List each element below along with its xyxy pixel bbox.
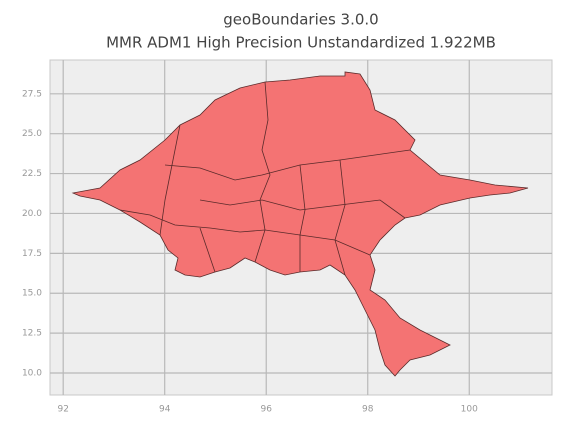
y-tick-label: 10.0 xyxy=(22,368,42,378)
y-tick-label: 25.0 xyxy=(22,129,42,139)
x-tick-label: 98 xyxy=(362,405,374,415)
y-tick-label: 12.5 xyxy=(22,329,42,339)
chart-subtitle: MMR ADM1 High Precision Unstandardized 1… xyxy=(106,34,496,52)
x-tick-label: 92 xyxy=(57,405,68,415)
chart-title: geoBoundaries 3.0.0 xyxy=(223,11,378,29)
y-tick-label: 27.5 xyxy=(22,89,42,99)
axes: 92 94 96 98 100 10.0 12.5 15.0 17.5 20.0 22.5 25.0 2… xyxy=(22,89,478,414)
country-shape xyxy=(71,71,529,377)
y-tick-label: 17.5 xyxy=(22,249,42,259)
x-tick-label: 94 xyxy=(159,405,171,415)
x-tick-label: 100 xyxy=(461,405,478,415)
y-tick-label: 22.5 xyxy=(22,169,42,179)
y-tick-label: 15.0 xyxy=(22,289,42,299)
admin-boundaries xyxy=(119,81,411,276)
y-tick-label: 20.0 xyxy=(22,209,42,219)
x-tick-label: 96 xyxy=(261,405,273,415)
